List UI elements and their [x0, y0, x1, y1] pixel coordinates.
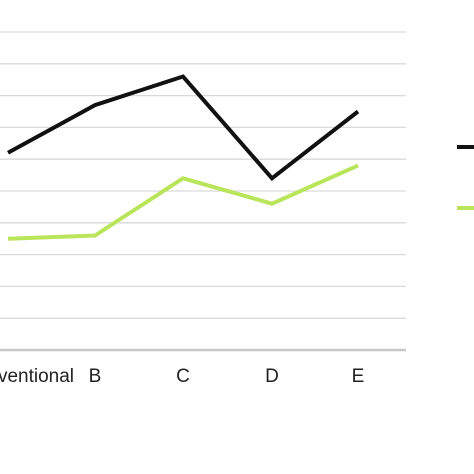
legend — [457, 145, 474, 210]
x-tick-label: ventional — [0, 366, 74, 387]
x-tick-label: E — [352, 366, 365, 387]
series-line-1 — [7, 74, 360, 182]
x-axis: ventional B C D E — [0, 348, 406, 387]
series-lines — [7, 74, 360, 241]
x-tick-label: B — [89, 366, 102, 387]
x-tick-label: C — [176, 366, 190, 387]
series-line-2 — [7, 163, 359, 241]
gridlines — [0, 31, 406, 319]
x-tick-label: D — [265, 366, 279, 387]
